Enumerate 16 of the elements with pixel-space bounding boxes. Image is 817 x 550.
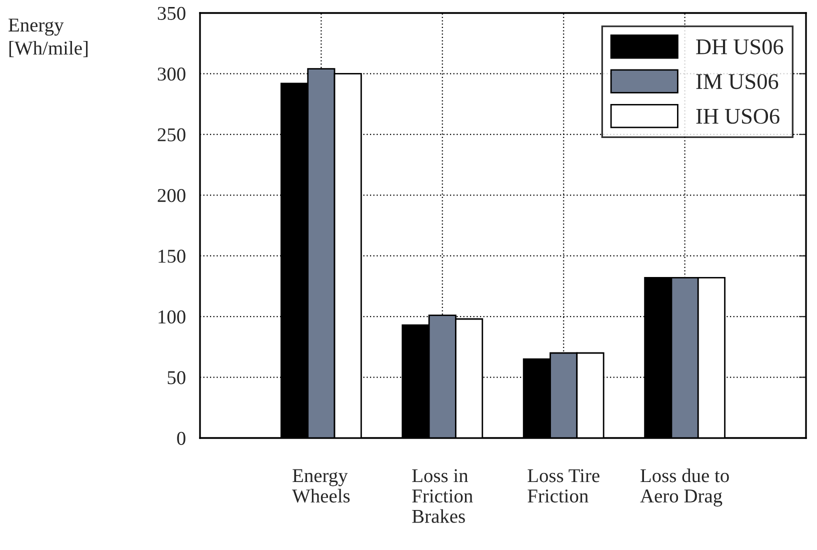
y-tick-label: 350 xyxy=(158,6,186,20)
y-tick-label: 250 xyxy=(158,128,186,142)
y-tick-label: 300 xyxy=(158,68,186,81)
x-tick-label: Loss in Friction Brakes xyxy=(412,469,473,523)
legend-label: IM US06 xyxy=(696,74,778,90)
x-tick-label: Loss Tire Friction xyxy=(528,469,600,503)
y-axis-title: Energy [Wh/mile] xyxy=(8,18,88,58)
legend-label: DH US06 xyxy=(696,39,784,54)
y-tick-label: 150 xyxy=(158,250,186,263)
legend-label: IH USO6 xyxy=(696,108,780,124)
x-tick-label: Loss due to Aero Drag xyxy=(640,468,729,507)
x-tick-label: Energy Wheels xyxy=(292,469,350,503)
y-tick-label: 100 xyxy=(158,310,186,324)
y-tick-label: 50 xyxy=(168,371,186,384)
y-tick-label: 200 xyxy=(158,188,186,202)
y-tick-label: 0 xyxy=(177,432,186,445)
